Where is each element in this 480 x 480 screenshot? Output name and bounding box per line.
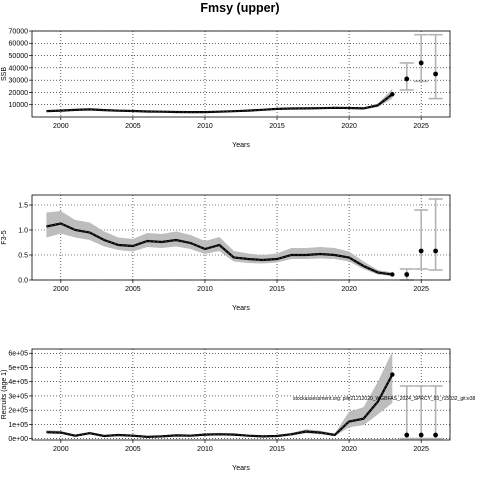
- panels: 2000 2005 2010 2015 2020 2025 10000 20000 30000 4…: [1, 28, 476, 472]
- x-tick-label: 2005: [125, 286, 141, 293]
- x-tick-label: 2000: [53, 446, 69, 453]
- stockassessment-annotation: stockassessment.org: pile21212020_WGBFAS…: [293, 396, 476, 402]
- x-tick-label: 2005: [125, 446, 141, 453]
- chart-panel-3: 2000 2005 2010 2015 2020 2025 0e+00 1e+05 2e+05 3…: [1, 348, 476, 472]
- x-tick-label: 2015: [269, 286, 285, 293]
- y-tick-label: 1e+05: [8, 422, 28, 429]
- plot-frame: [31, 30, 451, 118]
- projection-point: [418, 60, 424, 66]
- projection-point: [418, 432, 424, 438]
- projection-point: [433, 71, 438, 77]
- x-tick-label: 2015: [269, 123, 285, 130]
- y-axis-label: F3-5: [1, 230, 8, 245]
- x-tick-label: 2000: [53, 286, 69, 293]
- y-tick-label: 20000: [9, 90, 29, 97]
- y-tick-label: 4e+05: [8, 379, 28, 386]
- median-line: [46, 374, 393, 438]
- x-tick-label: 2000: [53, 123, 69, 130]
- x-axis-label: Years: [232, 465, 250, 472]
- figure-title: Fmsy (upper): [200, 1, 279, 15]
- x-tick-label: 2010: [197, 286, 213, 293]
- projection-point: [404, 272, 410, 277]
- x-tick-label: 2010: [197, 446, 213, 453]
- x-tick-label: 2010: [197, 123, 213, 130]
- median-line: [46, 223, 393, 275]
- x-tick-label: 2020: [341, 286, 357, 293]
- projection-point: [404, 76, 410, 82]
- x-tick-label: 2025: [413, 286, 429, 293]
- projection-point: [433, 432, 438, 438]
- y-tick-label: 0.0: [18, 277, 28, 284]
- x-tick-label: 2020: [341, 123, 357, 130]
- final-estimate-point: [390, 92, 395, 97]
- y-tick-label: 10000: [9, 102, 29, 109]
- y-tick-label: 50000: [9, 53, 29, 60]
- median-line: [46, 93, 393, 113]
- x-tick-label: 2015: [269, 446, 285, 453]
- projection-point: [404, 432, 410, 438]
- projection-point: [433, 248, 438, 254]
- projection-point: [418, 248, 424, 254]
- y-tick-label: 1.0: [18, 227, 28, 234]
- plot-frame: [31, 194, 451, 281]
- x-axis-label: Years: [232, 305, 250, 312]
- y-axis-label: SSB: [1, 67, 8, 81]
- x-tick-label: 2025: [413, 123, 429, 130]
- plot-frame: [31, 348, 451, 441]
- y-tick-label: 5e+05: [8, 365, 28, 372]
- y-axis-label: Recruits (age 1): [1, 370, 8, 420]
- y-tick-label: 70000: [9, 28, 29, 35]
- y-tick-label: 40000: [9, 65, 29, 72]
- x-tick-label: 2020: [341, 446, 357, 453]
- y-tick-label: 3e+05: [8, 393, 28, 400]
- y-tick-label: 2e+05: [8, 408, 28, 415]
- y-tick-label: 0.5: [18, 252, 28, 259]
- x-tick-label: 2005: [125, 123, 141, 130]
- y-tick-label: 6e+05: [8, 351, 28, 358]
- x-tick-label: 2025: [413, 446, 429, 453]
- y-tick-label: 0e+00: [8, 436, 28, 443]
- x-axis-label: Years: [232, 142, 250, 149]
- confidence-band: [46, 211, 393, 276]
- y-tick-label: 60000: [9, 41, 29, 48]
- final-estimate-point: [390, 372, 395, 377]
- y-tick-label: 30000: [9, 78, 29, 85]
- y-tick-label: 1.5: [18, 202, 28, 209]
- final-estimate-point: [390, 272, 395, 277]
- chart-panel-2: 2000 2005 2010 2015 2020 2025 0.0 0.5 1.0 1.5 Year…: [1, 194, 451, 312]
- chart-panel-1: 2000 2005 2010 2015 2020 2025 10000 20000 30000 4…: [1, 28, 451, 149]
- estimate-line: [46, 93, 393, 114]
